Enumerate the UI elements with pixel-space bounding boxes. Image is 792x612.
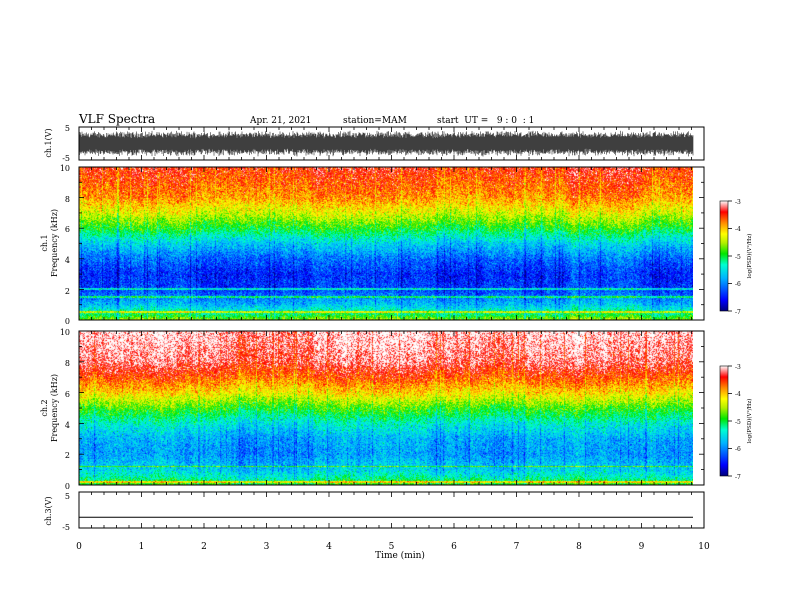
ch1-spec-ytick-0: 0 xyxy=(65,317,70,326)
header-date: Apr. 21, 2021 xyxy=(249,116,311,126)
ch3-panel-frame xyxy=(78,491,705,529)
axis-ticks xyxy=(78,127,732,528)
ch2-spec-ytick-4: 4 xyxy=(65,421,70,430)
figure-title: VLF Spectra xyxy=(78,112,155,126)
ch1-spec-ytick-10: 10 xyxy=(60,164,70,173)
x-axis-label: Time (min) xyxy=(375,550,425,561)
ch2-spec-ylabel: Frequency (kHz) xyxy=(50,374,59,442)
ch1-colorbar-tick-neg5: -5 xyxy=(735,254,741,261)
ch2-colorbar-tick-neg5: -5 xyxy=(735,419,741,426)
ch1-spec-ylabel: Frequency (kHz) xyxy=(50,209,59,277)
ch1-spec-ytick-8: 8 xyxy=(65,195,70,204)
xtick-label-1: 1 xyxy=(139,542,145,552)
ch2-colorbar-tick-neg3: -3 xyxy=(735,364,741,371)
ch2-spec-ytick-2: 2 xyxy=(65,451,70,460)
ch3-ytick-neg5: -5 xyxy=(62,523,70,532)
ch1-ylabel: ch.1(V) xyxy=(44,128,53,157)
header-start-time: start UT = 9 : 0 : 1 xyxy=(437,116,534,126)
xtick-label-8: 8 xyxy=(576,542,582,552)
ch1-colorbar-tick-neg6: -6 xyxy=(735,281,741,288)
ch2-colorbar-bar xyxy=(719,365,729,477)
x-axis: 0 1 2 3 4 5 6 7 8 9 10 Time (min) xyxy=(76,542,710,561)
ch1-colorbar-tick-neg3: -3 xyxy=(735,199,741,206)
ch1-spectrogram-image xyxy=(79,167,693,320)
xtick-label-10: 10 xyxy=(698,542,710,552)
ch1-waveform-panel: 5 -5 ch.1(V) xyxy=(44,124,705,163)
xtick-label-3: 3 xyxy=(264,542,270,552)
xtick-label-0: 0 xyxy=(76,542,82,552)
ch3-ylabel: ch.3(V) xyxy=(44,496,53,525)
xtick-label-7: 7 xyxy=(514,542,520,552)
ch1-colorbar: -3 -4 -5 -6 -7 log(PSD)(V²/Hz) xyxy=(719,199,753,316)
ch1-spectrogram-panel: 10 8 6 4 2 0 ch.1 Frequency (kHz) xyxy=(40,164,705,326)
ch2-colorbar-label: log(PSD)(V²/Hz) xyxy=(746,399,753,444)
ch2-spec-ylabel-channel: ch.2 xyxy=(40,399,49,416)
ch1-spec-ytick-2: 2 xyxy=(65,287,70,296)
ch3-ytick-5: 5 xyxy=(65,492,70,501)
header-station: station=MAM xyxy=(343,116,407,126)
ch2-spec-ytick-10: 10 xyxy=(60,328,70,337)
ch1-ytick-neg5: -5 xyxy=(62,154,70,163)
ch3-waveform-panel: 5 -5 ch.3(V) xyxy=(44,491,705,532)
ch2-spec-ytick-0: 0 xyxy=(65,482,70,491)
xtick-label-4: 4 xyxy=(326,542,332,552)
ch2-spectrogram-panel: 10 8 6 4 2 0 ch.2 Frequency (kHz) xyxy=(40,328,705,491)
ch1-colorbar-bar xyxy=(719,200,729,312)
ch2-colorbar-tick-neg4: -4 xyxy=(735,391,741,398)
ch1-colorbar-label: log(PSD)(V²/Hz) xyxy=(746,234,753,279)
ch2-colorbar-tick-neg7: -7 xyxy=(735,474,741,481)
ch1-spec-ytick-6: 6 xyxy=(65,225,70,234)
ch1-waveform-trace xyxy=(78,130,694,157)
ch1-colorbar-tick-neg4: -4 xyxy=(735,226,741,233)
ch1-spec-ytick-4: 4 xyxy=(65,256,70,265)
ch2-colorbar: -3 -4 -5 -6 -7 log(PSD)(V²/Hz) xyxy=(719,364,753,481)
ch2-spec-ytick-8: 8 xyxy=(65,359,70,368)
xtick-label-6: 6 xyxy=(451,542,457,552)
xtick-label-5: 5 xyxy=(389,542,395,552)
ch2-spec-ytick-6: 6 xyxy=(65,390,70,399)
ch1-colorbar-tick-neg7: -7 xyxy=(735,309,741,316)
xtick-label-2: 2 xyxy=(201,542,207,552)
ch1-spec-ylabel-channel: ch.1 xyxy=(40,234,49,251)
xtick-label-9: 9 xyxy=(639,542,645,552)
ch2-spectrogram-image xyxy=(79,331,693,485)
ch2-colorbar-tick-neg6: -6 xyxy=(735,446,741,453)
ch1-ytick-5: 5 xyxy=(65,124,70,133)
